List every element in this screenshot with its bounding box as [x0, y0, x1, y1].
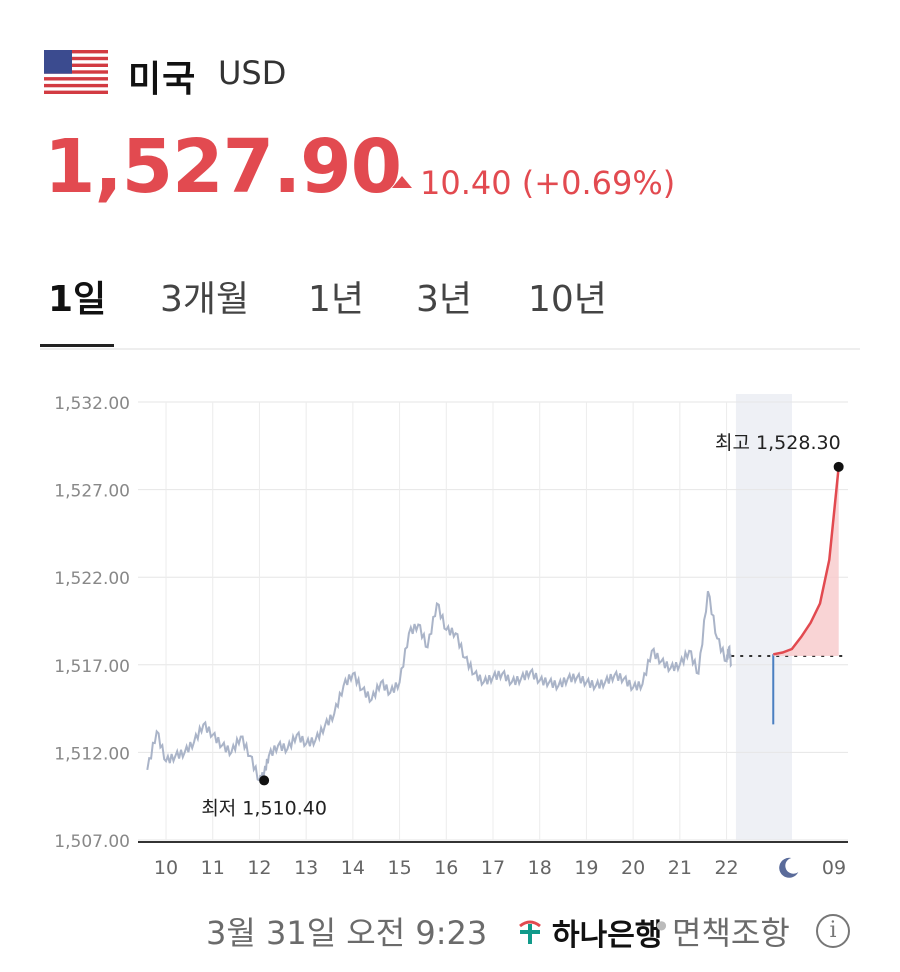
x-tick-label: 09: [822, 857, 846, 879]
x-tick-label: 15: [387, 857, 411, 879]
tab-10-years[interactable]: 10년: [528, 279, 607, 320]
low-label: 최저 1,510.40: [201, 797, 327, 819]
x-tick-label: 11: [201, 857, 225, 879]
tab-3-years[interactable]: 3년: [416, 279, 473, 320]
current-price: 1,527.90: [44, 124, 402, 210]
x-tick-label: 21: [668, 857, 692, 879]
timestamp: 3월 31일 오전 9:23: [206, 914, 488, 952]
x-tick-label: 14: [341, 857, 365, 879]
period-tabs: 1일 3개월 1년 3년 10년: [40, 260, 860, 350]
disclaimer-link[interactable]: 면책조항: [672, 914, 790, 952]
tab-1-day[interactable]: 1일: [48, 279, 107, 320]
y-tick-label: 1,517.00: [54, 657, 130, 677]
x-tick-label: 10: [154, 857, 178, 879]
bank-name: 하나은행: [552, 918, 663, 953]
low-point-marker: [259, 775, 270, 786]
moon-icon: [779, 857, 799, 878]
us-flag-icon: [44, 50, 108, 94]
bank-source: 하나은행: [514, 910, 662, 954]
currency-code: USD: [218, 54, 287, 92]
x-tick-label: 16: [434, 857, 458, 879]
x-tick-label: 18: [528, 857, 552, 879]
separator: •: [652, 908, 671, 946]
price-change: 10.40 (+0.69%): [392, 164, 675, 202]
price-change-value: 10.40 (+0.69%): [420, 164, 676, 202]
exchange-rate-chart[interactable]: 1,532.00 1,527.00 1,522.00 1,517.00 1,512.00…: [0, 370, 900, 900]
night-session-line: [773, 466, 840, 656]
x-tick-label: 13: [294, 857, 318, 879]
day-session-line: [146, 590, 732, 782]
y-tick-label: 1,527.00: [54, 482, 130, 502]
x-tick-label: 19: [574, 857, 598, 879]
y-tick-label: 1,532.00: [54, 394, 130, 414]
high-label: 최고 1,528.30: [715, 432, 841, 454]
x-tick-label: 12: [247, 857, 271, 879]
high-point-marker: [833, 461, 844, 472]
tab-3-months[interactable]: 3개월: [160, 279, 250, 320]
country-name: 미국: [128, 59, 197, 100]
x-tick-label: 17: [481, 857, 505, 879]
night-session-area: [773, 466, 839, 656]
y-tick-label: 1,507.00: [54, 832, 130, 852]
x-tick-label: 20: [621, 857, 645, 879]
hana-bank-logo-icon: [519, 920, 541, 944]
up-arrow-icon: [392, 176, 412, 188]
tab-1-year[interactable]: 1년: [308, 279, 365, 320]
night-session-band: [735, 394, 792, 840]
info-icon[interactable]: i: [816, 914, 850, 948]
footer: 3월 31일 오전 9:23 하나은행 • 면책조항 i: [0, 908, 900, 958]
active-tab-indicator: [40, 344, 114, 347]
x-tick-label: 22: [714, 857, 738, 879]
y-tick-label: 1,512.00: [54, 744, 130, 764]
y-tick-label: 1,522.00: [54, 569, 130, 589]
